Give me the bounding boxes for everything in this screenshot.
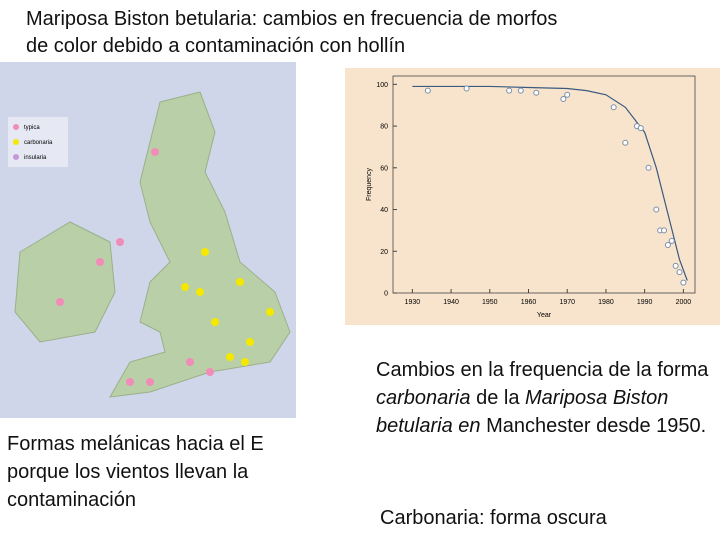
map: typica carbonaria insularia bbox=[0, 62, 296, 418]
yellow-dots bbox=[181, 248, 274, 366]
map-caption: Formas melánicas hacia el E porque los v… bbox=[7, 433, 264, 511]
title-line: de color debido a contaminación con holl… bbox=[26, 35, 406, 57]
fitted-curve bbox=[412, 85, 688, 281]
y-tick-label: 20 bbox=[380, 249, 388, 256]
y-axis-label: Frequency bbox=[366, 167, 373, 201]
x-tick-label: 1940 bbox=[443, 299, 459, 306]
data-point bbox=[622, 139, 629, 146]
data-point bbox=[672, 262, 679, 269]
data-point bbox=[533, 89, 540, 96]
text-run: Manchester desde 1950. bbox=[480, 415, 707, 437]
text-run: Cambios en la frequencia de la forma bbox=[376, 359, 709, 381]
data-point bbox=[517, 87, 524, 94]
y-tick-label: 80 bbox=[380, 124, 388, 131]
x-axis-label: Year bbox=[537, 312, 552, 319]
pink-dots bbox=[56, 148, 214, 386]
x-tick-label: 1980 bbox=[598, 299, 614, 306]
legend-label: typica bbox=[24, 125, 40, 131]
chart: 0 20 40 60 80 100 1930 1940 1950 1960 1970 1980 1990… bbox=[345, 68, 720, 325]
data-point bbox=[424, 87, 431, 94]
data-point bbox=[560, 95, 567, 102]
data-point bbox=[680, 279, 687, 286]
x-tick-label: 1960 bbox=[521, 299, 537, 306]
data-point bbox=[637, 125, 644, 132]
data-point bbox=[463, 85, 470, 92]
legend-dot bbox=[13, 124, 19, 130]
text-run: de la bbox=[470, 387, 525, 409]
britain bbox=[109, 91, 291, 398]
x-tick-label: 1990 bbox=[637, 299, 653, 306]
text-run: Mariposa Biston betularia en bbox=[376, 387, 669, 437]
y-tick-label: 40 bbox=[380, 207, 388, 214]
x-tick-label: 1970 bbox=[559, 299, 575, 306]
data-point bbox=[653, 206, 660, 213]
data-point bbox=[610, 104, 617, 111]
slide-title: Mariposa Biston betularia: cambios en fr… bbox=[26, 6, 557, 60]
plot-frame bbox=[392, 75, 696, 294]
x-tick-label: 2000 bbox=[676, 299, 692, 306]
y-tick-label: 100 bbox=[376, 82, 388, 89]
title-line: Mariposa Biston betularia: cambios en fr… bbox=[26, 8, 558, 30]
text-run: carbonaria bbox=[376, 387, 471, 409]
legend-label: insularia bbox=[24, 155, 47, 161]
chart-description: Cambios en la frequencia de la forma car… bbox=[376, 356, 716, 440]
data-point bbox=[668, 237, 675, 244]
chart-background bbox=[345, 68, 720, 325]
legend-dot bbox=[13, 139, 19, 145]
legend-dot bbox=[13, 154, 19, 160]
x-tick-label: 1930 bbox=[405, 299, 421, 306]
data-point bbox=[664, 242, 671, 249]
legend-label: carbonaria bbox=[24, 140, 53, 146]
ireland bbox=[14, 221, 116, 343]
data-point bbox=[506, 87, 513, 94]
x-tick-label: 1950 bbox=[482, 299, 498, 306]
note: Carbonaria: forma oscura bbox=[380, 507, 607, 529]
data-point bbox=[661, 227, 668, 234]
y-tick-label: 0 bbox=[384, 291, 388, 298]
data-point bbox=[676, 269, 683, 276]
data-point bbox=[564, 91, 571, 98]
data-point bbox=[645, 164, 652, 171]
y-tick-label: 60 bbox=[380, 165, 388, 172]
